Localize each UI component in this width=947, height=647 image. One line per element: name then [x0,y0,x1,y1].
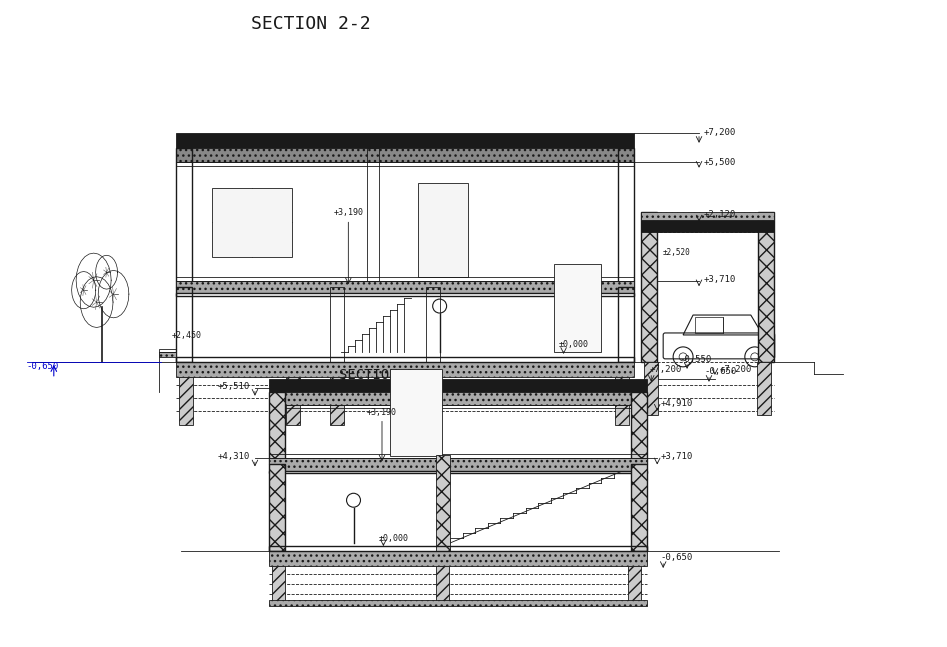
Bar [632,391,647,465]
Bar [418,182,468,277]
Text: +4,910: +4,910 [660,399,692,408]
Text: +2,120: +2,120 [704,210,736,219]
Bar [641,212,657,362]
Text: +3,710: +3,710 [704,275,736,283]
Bar [159,352,176,357]
Bar [176,287,192,362]
Bar [159,349,176,352]
Bar [269,465,285,551]
Bar [269,454,647,459]
Bar [269,551,647,566]
Bar [757,362,771,415]
Bar [269,459,647,472]
Bar [758,212,774,362]
Bar [436,566,449,604]
Bar [367,148,379,287]
Bar [269,391,285,465]
Bar [390,369,441,456]
Text: +3,710: +3,710 [660,452,692,461]
Bar [330,287,344,362]
Bar [176,281,634,293]
Bar [212,188,292,258]
Bar [176,362,634,377]
Bar [269,546,647,551]
Bar [176,357,634,362]
Text: +7,200: +7,200 [720,366,752,375]
Bar [272,566,285,604]
Bar [426,377,439,424]
Bar [176,162,634,166]
Bar [269,600,647,606]
Bar [176,293,634,296]
Text: +4,310: +4,310 [217,452,249,461]
Bar [618,287,634,362]
Text: -0,550: -0,550 [679,355,711,364]
Bar [436,455,450,551]
Bar [269,378,647,391]
Bar [616,377,630,424]
Bar [269,404,647,408]
Bar [269,391,647,404]
Bar [644,362,658,415]
Bar [618,148,634,287]
Text: SECTION 1-1: SECTION 1-1 [339,367,432,382]
Text: ±0,000: ±0,000 [559,340,589,349]
Text: +5,510: +5,510 [217,382,249,391]
Text: ±0,000: ±0,000 [379,534,408,543]
Text: ±2,520: ±2,520 [662,248,690,257]
Bar [176,277,634,281]
Text: SECTION 2-2: SECTION 2-2 [251,16,370,33]
Bar [554,264,601,352]
Text: +7,200: +7,200 [704,128,736,137]
Bar [330,377,344,424]
Bar [269,472,647,474]
Text: +5,500: +5,500 [704,159,736,167]
Bar [628,566,641,604]
Bar [632,465,647,551]
Text: +3,190: +3,190 [333,208,364,217]
Bar [657,232,758,362]
Text: -0,650: -0,650 [660,553,692,562]
Text: +2,450: +2,450 [171,331,202,340]
Bar [426,287,439,362]
Text: +7,200: +7,200 [650,366,682,375]
Bar [176,133,634,148]
Bar [641,212,774,221]
Text: -0,650: -0,650 [704,367,736,377]
Text: +3,190: +3,190 [367,408,397,417]
Bar [695,317,723,333]
Bar [176,148,192,287]
Text: -0,650: -0,650 [27,362,59,371]
Bar [176,148,634,162]
Bar [179,377,193,424]
Bar [286,377,300,424]
Bar [641,221,774,232]
